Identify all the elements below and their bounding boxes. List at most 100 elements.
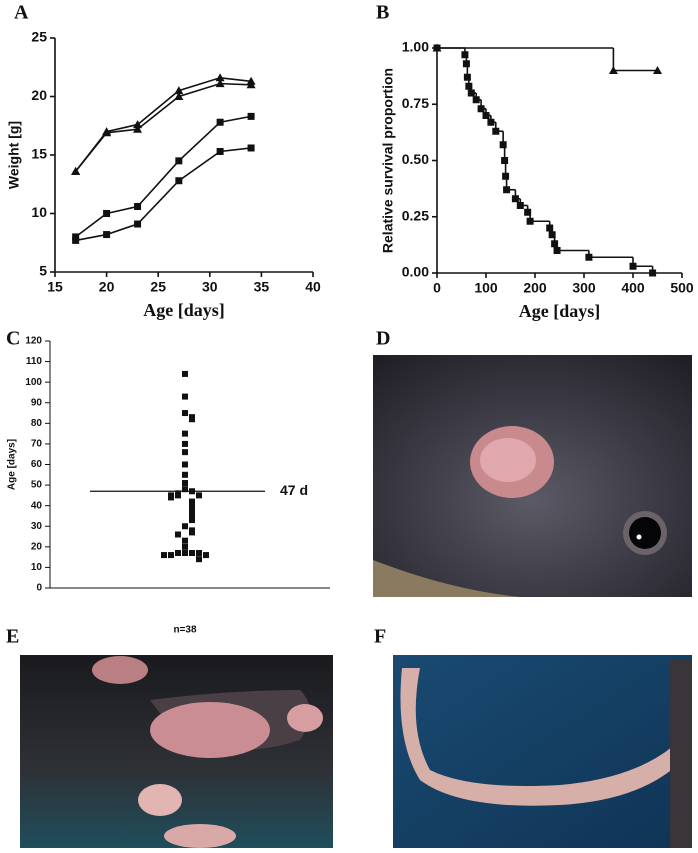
square-marker: [247, 112, 255, 120]
y-tick-label: 110: [26, 356, 43, 367]
y-tick-label: 30: [31, 521, 43, 532]
x-tick-label: 15: [47, 279, 63, 295]
triangle-marker: [174, 86, 184, 95]
dot-marker: [182, 471, 188, 478]
series-line: [75, 147, 252, 242]
square-marker: [629, 262, 637, 270]
dot-marker: [182, 461, 188, 468]
square-marker: [433, 44, 441, 52]
y-tick-label: 10: [31, 204, 47, 220]
y-tick-label: 10: [31, 562, 43, 573]
y-axis-title: Age [days]: [7, 439, 18, 490]
x-tick-label: 20: [99, 279, 115, 295]
square-marker: [526, 217, 534, 225]
photo-ear-lesion: [373, 355, 692, 597]
dot-marker: [182, 537, 188, 544]
triangle-marker: [608, 66, 618, 74]
dot-marker: [196, 556, 202, 563]
dot-marker: [182, 543, 188, 550]
y-tick-label: 100: [25, 377, 42, 388]
dot-marker: [189, 550, 195, 557]
square-marker: [551, 240, 559, 248]
square-marker: [502, 172, 510, 180]
square-marker: [72, 236, 80, 244]
y-tick-label: 0.75: [402, 95, 429, 111]
y-tick-label: 20: [31, 541, 43, 552]
dot-marker: [189, 498, 195, 505]
x-tick-label: 40: [305, 279, 321, 295]
dot-marker: [182, 430, 188, 437]
square-marker: [175, 177, 183, 185]
triangle-marker: [246, 80, 256, 89]
y-tick-label: 1.00: [402, 39, 429, 55]
square-marker: [134, 220, 142, 228]
x-tick-label: 25: [150, 279, 166, 295]
triangle-marker: [215, 79, 225, 88]
dot-marker: [182, 370, 188, 377]
dot-marker: [161, 552, 167, 559]
square-marker: [649, 269, 657, 277]
square-marker: [477, 105, 485, 113]
x-axis-title: Age [days]: [519, 301, 601, 321]
square-marker: [216, 118, 224, 126]
y-axis-title: Weight [g]: [6, 121, 22, 189]
triangle-marker: [71, 166, 81, 175]
y-tick-label: 50: [31, 480, 43, 491]
y-tick-label: 0.50: [402, 151, 429, 167]
dot-marker: [182, 550, 188, 557]
x-tick-label: 100: [474, 280, 498, 296]
square-marker: [487, 118, 495, 126]
photo-tail-lesion: [393, 655, 692, 848]
dot-marker: [189, 512, 195, 519]
square-marker: [472, 96, 480, 104]
y-tick-label: 0: [36, 583, 42, 594]
square-marker: [516, 202, 524, 209]
square-marker: [499, 141, 507, 149]
square-marker: [103, 210, 111, 217]
dot-marker: [189, 416, 195, 423]
series-line: [75, 82, 252, 172]
square-marker: [511, 195, 519, 203]
square-marker: [524, 208, 532, 216]
x-tick-label: 35: [254, 279, 270, 295]
square-marker: [72, 233, 80, 241]
y-tick-label: 90: [31, 397, 43, 408]
triangle-marker: [653, 66, 662, 74]
median-label: 47 d: [280, 482, 308, 498]
square-marker: [482, 112, 490, 119]
y-tick-label: 70: [31, 439, 43, 450]
x-tick-label: 0: [433, 280, 441, 296]
square-marker: [461, 51, 469, 59]
square-marker: [134, 202, 142, 210]
square-marker: [103, 231, 111, 239]
x-axis-title: Age [days]: [143, 300, 225, 320]
dot-marker: [175, 492, 181, 499]
x-tick-label: 200: [523, 280, 547, 296]
square-marker: [546, 224, 554, 232]
y-tick-label: 0.25: [402, 207, 429, 223]
panel-label: B: [376, 2, 389, 24]
series-line: [75, 76, 252, 172]
series-line: [75, 115, 252, 238]
dot-marker: [175, 531, 181, 538]
square-marker: [548, 231, 556, 239]
triangle-marker: [174, 92, 184, 100]
dot-marker: [189, 529, 195, 536]
panel-label: D: [376, 328, 390, 350]
square-marker: [492, 127, 500, 135]
square-marker: [585, 253, 593, 261]
dot-marker: [175, 550, 181, 557]
dot-marker: [182, 410, 188, 417]
y-tick-label: 80: [31, 418, 43, 429]
dot-marker: [189, 517, 195, 524]
x-tick-label: 500: [670, 280, 694, 296]
dot-marker: [182, 523, 188, 530]
dot-marker: [168, 552, 174, 559]
x-tick-label: 400: [621, 280, 645, 296]
square-marker: [467, 89, 475, 97]
y-tick-label: 15: [31, 146, 47, 162]
y-axis-title: Relative survival proportion: [380, 68, 396, 253]
photo-face-lesion: [20, 655, 333, 848]
dot-marker: [203, 552, 209, 559]
